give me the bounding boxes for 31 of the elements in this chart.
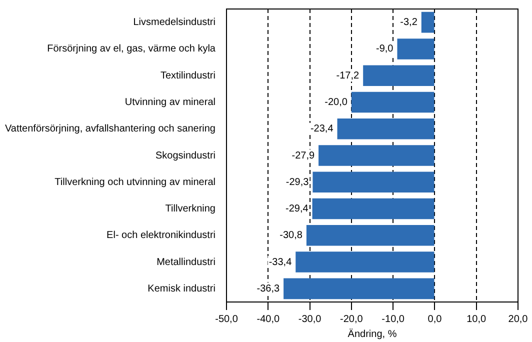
y-tick-label: Metallindustri — [156, 256, 216, 268]
x-tick-label: -20,0 — [340, 314, 364, 325]
y-tick-label: Tillverkning — [165, 204, 216, 215]
y-tick-label: Utvinning av mineral — [124, 96, 216, 108]
x-tick-label: 0,0 — [428, 314, 442, 325]
data-label: -29,3 — [286, 176, 310, 188]
data-label: -17,2 — [336, 70, 360, 82]
y-tick-label: Tillverkning och utvinning av mineral — [54, 176, 216, 188]
y-tick-label: Vattenförsörjning, avfallshantering och sanering — [5, 124, 216, 135]
data-label: -3,2 — [400, 17, 418, 28]
data-label: -23,4 — [310, 124, 334, 135]
y-tick-label: Textilindustri — [160, 70, 216, 82]
y-tick-label: Livsmedelsindustri — [133, 17, 216, 28]
data-label: -20,0 — [324, 96, 348, 108]
x-tick-label: -40,0 — [256, 314, 280, 325]
x-tick-label: -30,0 — [298, 314, 322, 325]
x-tick-label: -50,0 — [215, 314, 238, 325]
data-label: -30,8 — [280, 230, 303, 242]
data-label: -27,9 — [292, 150, 315, 162]
data-label: -9,0 — [376, 44, 394, 55]
x-axis-title: Ändring, % — [348, 328, 397, 340]
x-tick-label: -10,0 — [382, 314, 405, 325]
x-tick-label: 10,0 — [466, 314, 487, 325]
y-tick-label: Försörjning av el, gas, värme och kyla — [47, 44, 216, 55]
y-tick-label: Skogsindustri — [155, 150, 216, 162]
data-label: -36,3 — [256, 283, 280, 294]
data-label: -33,4 — [268, 256, 292, 268]
y-tick-label: Kemisk industri — [148, 283, 216, 294]
data-label: -29,4 — [285, 204, 309, 215]
x-tick-label: 20,0 — [508, 314, 528, 325]
y-tick-label: El- och elektronikindustri — [106, 230, 216, 242]
